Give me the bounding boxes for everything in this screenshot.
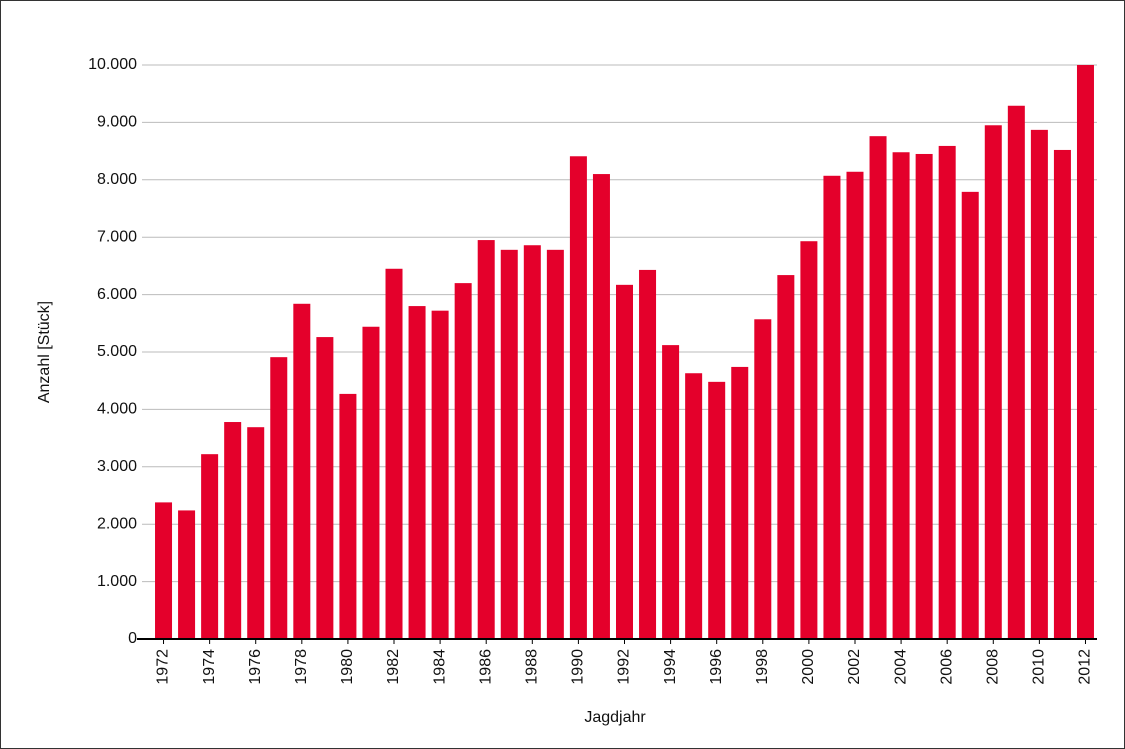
x-tick-label: 1972 [155,649,172,685]
bar [570,156,587,639]
y-axis-title: Anzahl [Stück] [36,301,53,403]
bar [616,285,633,639]
x-tick-label: 1978 [293,649,310,685]
y-tick-label: 10.000 [88,56,137,73]
bar [939,146,956,639]
bar [409,306,426,639]
bar [777,275,794,639]
bar [455,283,472,639]
bar [1054,150,1071,639]
x-tick-label: 1996 [708,649,725,685]
bar [985,125,1002,639]
x-tick-label: 1992 [616,649,633,685]
bar [478,240,495,639]
y-tick-label: 3.000 [97,458,137,475]
x-tick-label: 1980 [339,649,356,685]
bar [1008,106,1025,639]
bar [201,454,218,639]
x-tick-label: 2006 [938,649,955,685]
y-tick-label: 7.000 [97,228,137,245]
bar [708,382,725,639]
x-tick-label: 1994 [662,649,679,685]
bar [501,250,518,639]
bar [846,172,863,639]
x-tick-label: 1982 [385,649,402,685]
x-tick-label: 1986 [477,649,494,685]
bar [962,192,979,639]
bar [823,176,840,639]
x-tick-label: 1974 [201,649,218,685]
x-tick-label: 2004 [892,649,909,685]
bar [293,304,310,639]
x-tick-label: 2000 [800,649,817,685]
bar [178,510,195,639]
y-tick-label: 6.000 [97,286,137,303]
bar [800,241,817,639]
y-tick-label: 0 [128,630,137,647]
bar [1077,65,1094,639]
bar [639,270,656,639]
chart: Jagdjahr Anzahl [Stück] 0 1.000 2.000 3.000… [0,0,1125,749]
bar [1031,130,1048,639]
x-tick-label: 2012 [1077,649,1094,685]
bar [685,373,702,639]
bar [870,136,887,639]
x-tick-label: 2008 [984,649,1001,685]
x-tick-label: 1998 [754,649,771,685]
y-tick-label: 1.000 [97,573,137,590]
bar [386,269,403,639]
y-tick-label: 9.000 [97,114,137,131]
x-tick-label: 2002 [846,649,863,685]
bar [224,422,241,639]
y-tick-label: 5.000 [97,343,137,360]
x-axis-title: Jagdjahr [584,709,646,726]
x-tick-label: 1984 [431,649,448,685]
bar [893,152,910,639]
y-tick-label: 2.000 [97,515,137,532]
bar [593,174,610,639]
x-tick-label: 1988 [524,649,541,685]
bar [524,245,541,639]
bar [247,427,264,639]
bar [916,154,933,639]
y-tick-label: 8.000 [97,171,137,188]
y-tick-label: 4.000 [97,401,137,418]
bar [731,367,748,639]
bar [270,357,287,639]
bar [339,394,356,639]
bar [362,327,379,639]
bar [662,345,679,639]
bar [432,311,449,639]
x-tick-label: 1990 [570,649,587,685]
x-tick-label: 1976 [247,649,264,685]
bar [316,337,333,639]
x-tick-label: 2010 [1031,649,1048,685]
bar [547,250,564,639]
bar [155,502,172,639]
bar [754,319,771,639]
